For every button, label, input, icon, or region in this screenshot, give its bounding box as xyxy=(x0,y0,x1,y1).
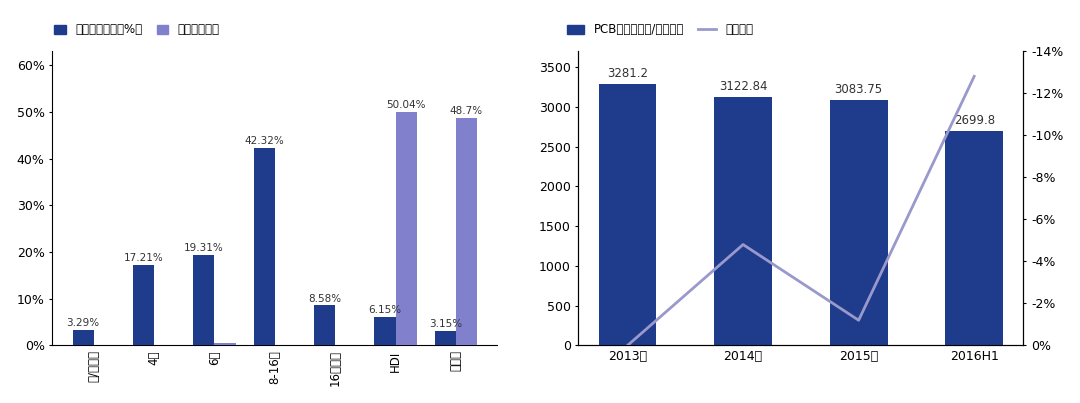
Legend: PCB板均价（元/平方米）, 价格变动: PCB板均价（元/平方米）, 价格变动 xyxy=(562,19,758,41)
Bar xyxy=(829,100,888,345)
Text: 42.32%: 42.32% xyxy=(244,136,284,146)
Text: 19.31%: 19.31% xyxy=(184,243,224,253)
Bar xyxy=(395,112,417,345)
Bar xyxy=(456,118,477,345)
Bar xyxy=(133,265,154,345)
Bar xyxy=(714,97,772,345)
Text: 50.04%: 50.04% xyxy=(387,100,426,110)
Text: 3083.75: 3083.75 xyxy=(835,83,882,96)
Bar xyxy=(375,317,395,345)
Text: 2699.8: 2699.8 xyxy=(954,114,995,127)
Text: 3281.2: 3281.2 xyxy=(607,67,648,81)
Text: 8.58%: 8.58% xyxy=(308,293,341,303)
Text: 3.15%: 3.15% xyxy=(429,319,462,329)
Legend: 通信设备占比（%）, 移动终端占比: 通信设备占比（%）, 移动终端占比 xyxy=(50,19,225,41)
Bar xyxy=(314,305,335,345)
Text: 6.15%: 6.15% xyxy=(368,305,402,315)
Bar xyxy=(945,131,1003,345)
Bar xyxy=(193,255,215,345)
Text: 17.21%: 17.21% xyxy=(123,253,163,263)
Bar xyxy=(598,84,657,345)
Text: 48.7%: 48.7% xyxy=(450,106,483,116)
Bar xyxy=(215,343,235,345)
Bar xyxy=(254,148,274,345)
Bar xyxy=(72,330,94,345)
Text: 3.29%: 3.29% xyxy=(67,318,99,328)
Bar xyxy=(435,331,456,345)
Text: 3122.84: 3122.84 xyxy=(719,80,767,93)
